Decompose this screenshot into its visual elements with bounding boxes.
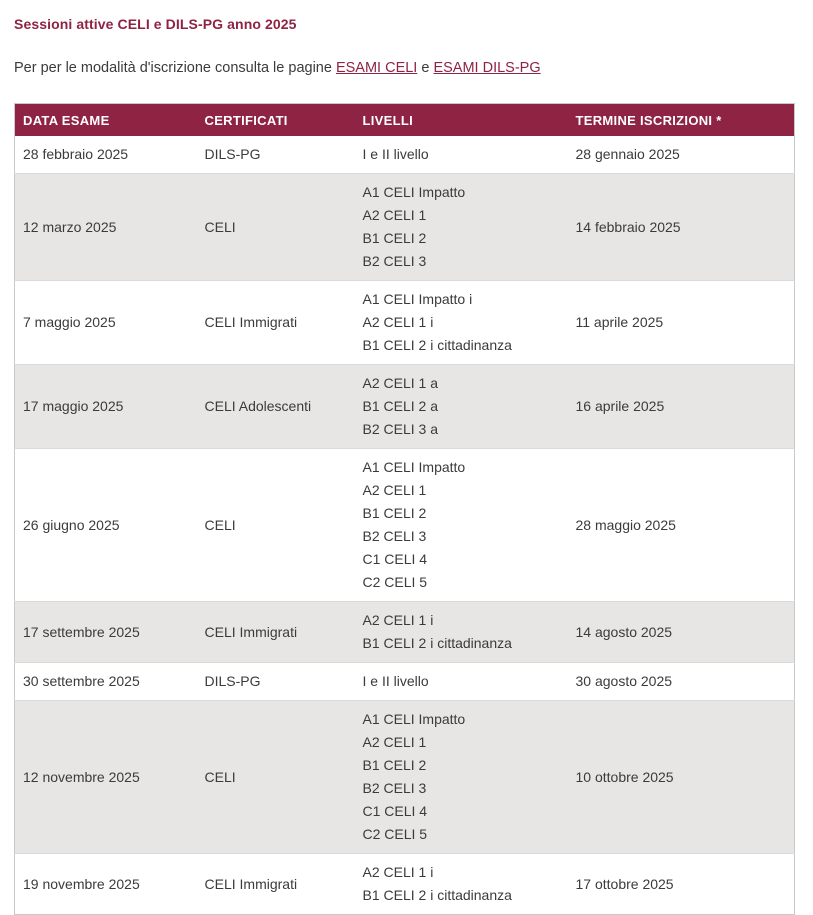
cell-certificati: DILS-PG	[204, 146, 261, 162]
cell-livelli: A2 CELI 1 a B1 CELI 2 a B2 CELI 3 a	[354, 364, 568, 449]
cell-termine-iscrizioni: 28 maggio 2025	[567, 448, 795, 602]
livello-line: B1 CELI 2	[362, 230, 427, 246]
cell-termine-iscrizioni: 10 ottobre 2025	[567, 700, 795, 854]
cell-livelli: A2 CELI 1 i B1 CELI 2 i cittadinanza	[354, 601, 568, 663]
cell-certificati: CELI Immigrati	[196, 853, 355, 915]
intro-paragraph: Per per le modalità d'iscrizione consult…	[14, 33, 794, 103]
page-title: Sessioni attive CELI e DILS-PG anno 2025	[14, 16, 297, 32]
livello-line: A2 CELI 1 i	[362, 314, 434, 330]
table-row: 26 giugno 2025 CELI A1 CELI Impatto A2 CELI…	[14, 448, 795, 602]
livello-line: A1 CELI Impatto	[362, 711, 466, 727]
table-row: 7 maggio 2025 CELI Immigrati A1 CELI Impat…	[14, 280, 795, 365]
livello-line: I e II livello	[362, 673, 429, 689]
livello-line: A1 CELI Impatto	[362, 459, 466, 475]
cell-livelli: I e II livello	[355, 136, 568, 174]
cell-data-esame: 17 maggio 2025	[14, 364, 197, 449]
table-row: 17 maggio 2025 CELI Adolescenti A2 CELI 1 …	[14, 364, 795, 449]
cell-data-esame: 12 marzo 2025	[14, 173, 197, 281]
livello-line: A1 CELI Impatto i	[362, 291, 473, 307]
livello-line: C1 CELI 4	[362, 803, 428, 819]
livello-line: A2 CELI 1 a	[362, 375, 439, 391]
link-esami-dils-pg[interactable]: ESAMI DILS-PG	[433, 60, 541, 76]
livello-line: B2 CELI 3 a	[362, 421, 439, 437]
livello-line: A2 CELI 1 i	[362, 864, 434, 880]
cell-certificati: CELI	[196, 700, 355, 854]
intro-text-between: e	[417, 60, 434, 76]
link-esami-celi[interactable]: ESAMI CELI	[335, 60, 418, 76]
livello-line: C2 CELI 5	[362, 826, 428, 842]
cell-termine-iscrizioni: 14 febbraio 2025	[567, 173, 795, 281]
livello-line: B1 CELI 2	[362, 505, 427, 521]
cell-livelli: A1 CELI Impatto i A2 CELI 1 i B1 CELI 2 i …	[354, 280, 568, 365]
cell-livelli: A1 CELI Impatto A2 CELI 1 B1 CELI 2 B2 CELI…	[354, 448, 568, 602]
table-row: 30 settembre 2025 DILS-PG I e II livello 30…	[14, 662, 795, 701]
livello-line: B1 CELI 2	[362, 757, 427, 773]
cell-termine-iscrizioni: 30 agosto 2025	[567, 662, 795, 701]
livello-line: A2 CELI 1	[362, 207, 427, 223]
column-header-livelli: LIVELLI	[354, 103, 568, 136]
cell-livelli: A1 CELI Impatto A2 CELI 1 B1 CELI 2 B2 CELI…	[354, 173, 568, 281]
table-header: DATA ESAME CERTIFICATI LIVELLI TERMINE I…	[14, 103, 795, 136]
table-row: 12 novembre 2025 CELI A1 CELI Impatto A2 CE…	[14, 700, 795, 854]
livello-line: B2 CELI 3	[362, 253, 427, 269]
cell-termine-iscrizioni: 14 agosto 2025	[567, 601, 795, 663]
table-row: 17 settembre 2025 CELI Immigrati A2 CELI 1…	[14, 601, 795, 663]
cell-data-esame: 26 giugno 2025	[14, 448, 197, 602]
exam-sessions-table: DATA ESAME CERTIFICATI LIVELLI TERMINE I…	[14, 103, 795, 915]
table-row: 12 marzo 2025 CELI A1 CELI Impatto A2 CELI …	[14, 173, 795, 281]
table-row: 19 novembre 2025 CELI Immigrati A2 CELI 1 …	[14, 853, 795, 915]
cell-certificati: DILS-PG	[196, 662, 355, 701]
livello-line: C2 CELI 5	[362, 574, 428, 590]
livello-line: A1 CELI Impatto	[362, 184, 466, 200]
cell-livelli: A2 CELI 1 i B1 CELI 2 i cittadinanza	[354, 853, 568, 915]
livello-line: I e II livello	[362, 146, 429, 162]
livello-line: B1 CELI 2 a	[362, 398, 439, 414]
cell-certificati: CELI Immigrati	[196, 601, 355, 663]
cell-data-esame: 28 febbraio 2025	[23, 146, 129, 162]
livello-line: B2 CELI 3	[362, 528, 427, 544]
livello-line: A2 CELI 1	[362, 734, 427, 750]
livello-line: A2 CELI 1	[362, 482, 427, 498]
cell-data-esame: 12 novembre 2025	[14, 700, 197, 854]
livello-line: B1 CELI 2 i cittadinanza	[362, 887, 512, 903]
livello-line: A2 CELI 1 i	[362, 612, 434, 628]
cell-termine-iscrizioni: 28 gennaio 2025	[575, 146, 680, 162]
column-header-termine-iscrizioni: TERMINE ISCRIZIONI *	[567, 103, 795, 136]
livello-line: C1 CELI 4	[362, 551, 428, 567]
cell-livelli: I e II livello	[354, 662, 568, 701]
cell-data-esame: 30 settembre 2025	[14, 662, 197, 701]
cell-data-esame: 17 settembre 2025	[14, 601, 197, 663]
cell-certificati: CELI Immigrati	[196, 280, 355, 365]
cell-termine-iscrizioni: 16 aprile 2025	[567, 364, 795, 449]
livello-line: B1 CELI 2 i cittadinanza	[362, 337, 512, 353]
livello-line: B2 CELI 3	[362, 780, 427, 796]
table-row: 28 febbraio 2025 DILS-PG I e II livello 28 …	[14, 136, 795, 174]
livello-line: B1 CELI 2 i cittadinanza	[362, 635, 512, 651]
sessions-table-body: 28 febbraio 2025 DILS-PG I e II livello 28 …	[14, 136, 795, 915]
column-header-certificati: CERTIFICATI	[196, 103, 355, 136]
cell-livelli: A1 CELI Impatto A2 CELI 1 B1 CELI 2 B2 CELI…	[354, 700, 568, 854]
intro-text-before: Per per le modalità d'iscrizione consult…	[14, 60, 336, 76]
cell-termine-iscrizioni: 11 aprile 2025	[567, 280, 795, 365]
cell-certificati: CELI	[196, 173, 355, 281]
cell-certificati: CELI Adolescenti	[196, 364, 355, 449]
column-header-data-esame: DATA ESAME	[14, 103, 197, 136]
cell-termine-iscrizioni: 17 ottobre 2025	[567, 853, 795, 915]
cell-certificati: CELI	[196, 448, 355, 602]
cell-data-esame: 7 maggio 2025	[14, 280, 197, 365]
cell-data-esame: 19 novembre 2025	[14, 853, 197, 915]
